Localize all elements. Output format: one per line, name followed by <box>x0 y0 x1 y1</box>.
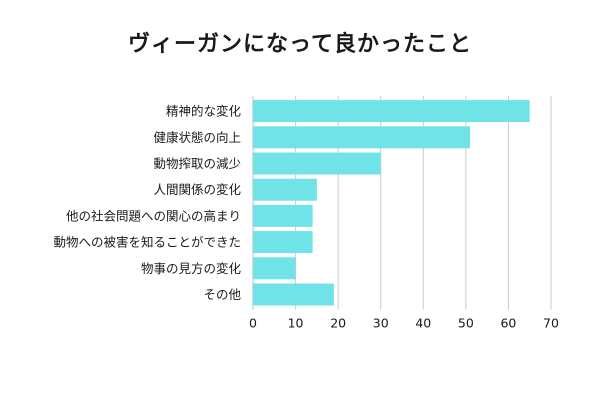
bar <box>253 204 313 227</box>
bar <box>253 126 471 149</box>
category-label: 健康状態の向上 <box>153 130 241 145</box>
category-label: 動物への被害を知ることができた <box>53 235 241 250</box>
bars <box>253 100 530 306</box>
category-label: その他 <box>203 287 241 302</box>
category-label: 他の社会問題への関心の高まり <box>66 208 241 223</box>
x-tick-label: 60 <box>500 316 516 331</box>
x-tick-label: 0 <box>249 316 257 331</box>
x-tick-label: 40 <box>415 316 431 331</box>
bar <box>253 283 334 306</box>
bar <box>253 100 530 123</box>
bar <box>253 257 296 280</box>
bar <box>253 152 381 175</box>
category-label: 物事の見方の変化 <box>141 261 242 276</box>
x-tick-labels: 0 10 20 30 40 50 60 70 <box>249 316 559 331</box>
x-tick-label: 20 <box>330 316 346 331</box>
category-labels: 精神的な変化健康状態の向上動物搾取の減少人間関係の変化他の社会問題への関心の高ま… <box>53 104 241 302</box>
x-tick-label: 10 <box>288 316 304 331</box>
category-label: 精神的な変化 <box>166 104 242 119</box>
chart-title: ヴィーガンになって良かったこと <box>128 32 472 57</box>
x-tick-label: 70 <box>543 316 559 331</box>
x-tick-label: 50 <box>458 316 474 331</box>
x-tick-label: 30 <box>373 316 389 331</box>
bar <box>253 178 317 201</box>
bar <box>253 231 313 254</box>
category-label: 動物搾取の減少 <box>153 156 241 171</box>
category-label: 人間関係の変化 <box>153 182 241 197</box>
